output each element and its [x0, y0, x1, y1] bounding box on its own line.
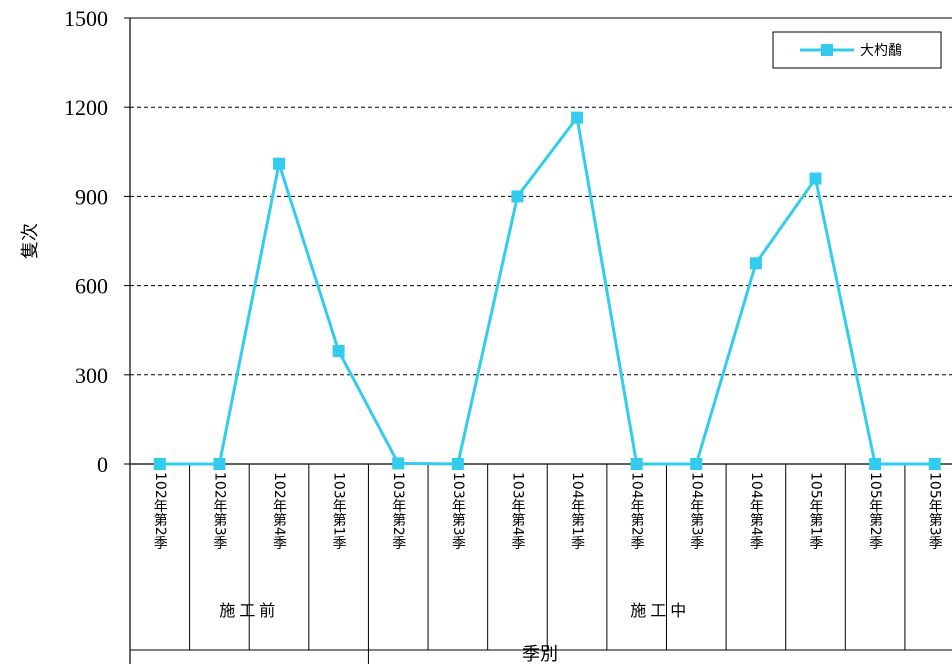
y-tick-label: 0 — [97, 452, 108, 477]
series-line — [159, 116, 935, 466]
x-tick-label: 103年第3季 — [450, 472, 466, 550]
data-point-marker — [630, 458, 643, 470]
group-label: 施工中 — [630, 601, 690, 620]
legend-label: 大杓鷸 — [860, 43, 902, 59]
data-point-marker — [392, 457, 405, 470]
x-tick-label: 104年第2季 — [629, 472, 645, 550]
y-tick-label: 1200 — [64, 95, 108, 120]
series-layer — [153, 111, 941, 470]
x-tick-label: 102年第2季 — [152, 472, 168, 550]
data-point-marker — [809, 172, 822, 185]
y-tick-label: 300 — [75, 363, 108, 388]
data-point-marker — [928, 458, 941, 470]
x-tick-label: 103年第1季 — [331, 472, 347, 550]
legend-box — [772, 31, 942, 69]
x-tick-label: 105年第2季 — [867, 472, 883, 550]
x-axis-title: 季別 — [522, 644, 558, 665]
legend-marker-square — [821, 44, 833, 56]
data-point-marker — [571, 111, 584, 124]
data-point-marker — [273, 157, 286, 170]
y-tick-label: 900 — [75, 184, 108, 209]
x-tick-label: 103年第2季 — [390, 472, 406, 550]
legend: 大杓鷸 — [772, 31, 942, 69]
data-point-marker — [749, 257, 762, 270]
x-tick-label: 105年第1季 — [807, 472, 823, 550]
data-point-marker — [153, 458, 166, 470]
y-axis-ticks: 0 300 600 900 1200 1500 — [64, 6, 130, 477]
x-tick-label: 102年第3季 — [211, 472, 227, 550]
data-point-marker — [451, 458, 464, 470]
y-tick-label: 600 — [75, 274, 108, 299]
y-tick-label: 1500 — [64, 6, 108, 31]
x-tick-label: 104年第3季 — [688, 472, 704, 550]
data-point-marker — [869, 458, 882, 470]
data-point-marker — [511, 190, 524, 203]
y-axis-title: 隻次 — [20, 223, 41, 259]
x-tick-label: 103年第4季 — [509, 472, 525, 550]
group-label: 施工前 — [219, 601, 279, 620]
data-point-marker — [332, 345, 345, 358]
x-axis: 102年第2季 102年第3季 102年第4季 103年第1季 103年第2季 103年第… — [130, 464, 952, 664]
x-tick-label: 102年第4季 — [271, 472, 287, 550]
x-tick-label: 104年第1季 — [569, 472, 585, 550]
data-point-marker — [213, 458, 226, 470]
data-point-marker — [690, 458, 703, 470]
x-tick-label: 105年第3季 — [927, 472, 943, 550]
x-tick-label: 104年第4季 — [748, 472, 764, 550]
gridlines — [130, 17, 952, 376]
plot-frame — [129, 17, 952, 664]
